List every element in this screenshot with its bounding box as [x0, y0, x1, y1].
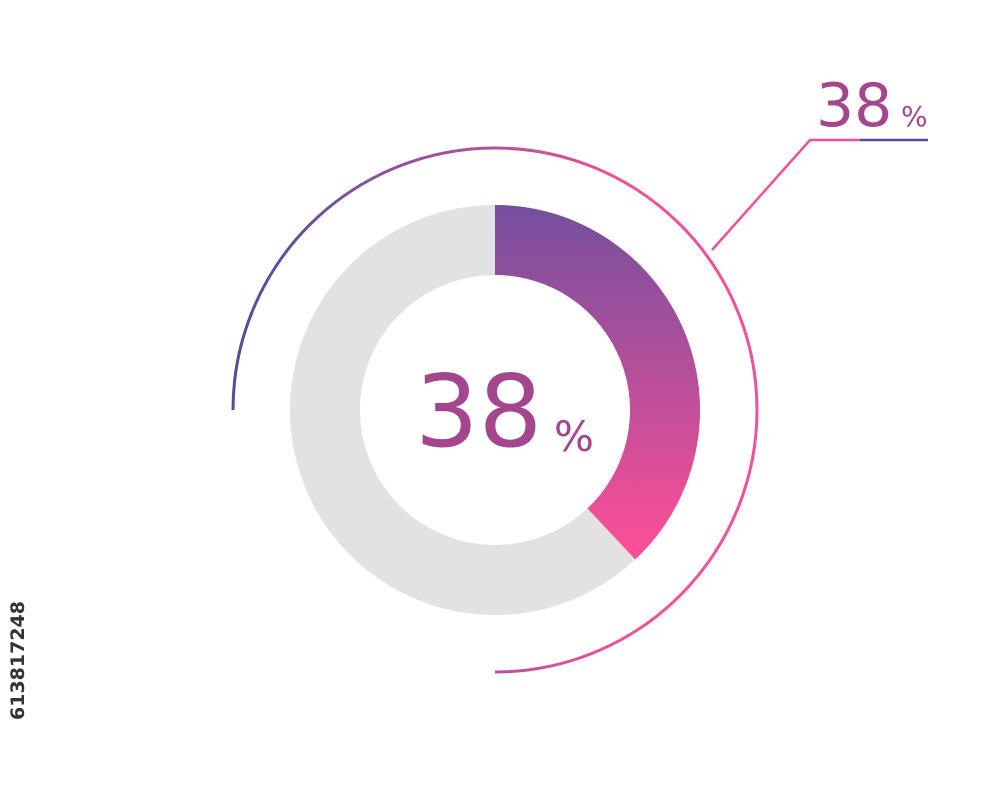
callout-line [711, 138, 860, 251]
donut-segment [495, 205, 700, 560]
center-label: 38 [415, 353, 542, 470]
callout-label: 38 [816, 71, 892, 141]
watermark: 613817248 [7, 601, 29, 720]
center-unit: % [554, 412, 594, 461]
callout-unit: % [901, 100, 928, 133]
outer-ring [231, 146, 759, 674]
